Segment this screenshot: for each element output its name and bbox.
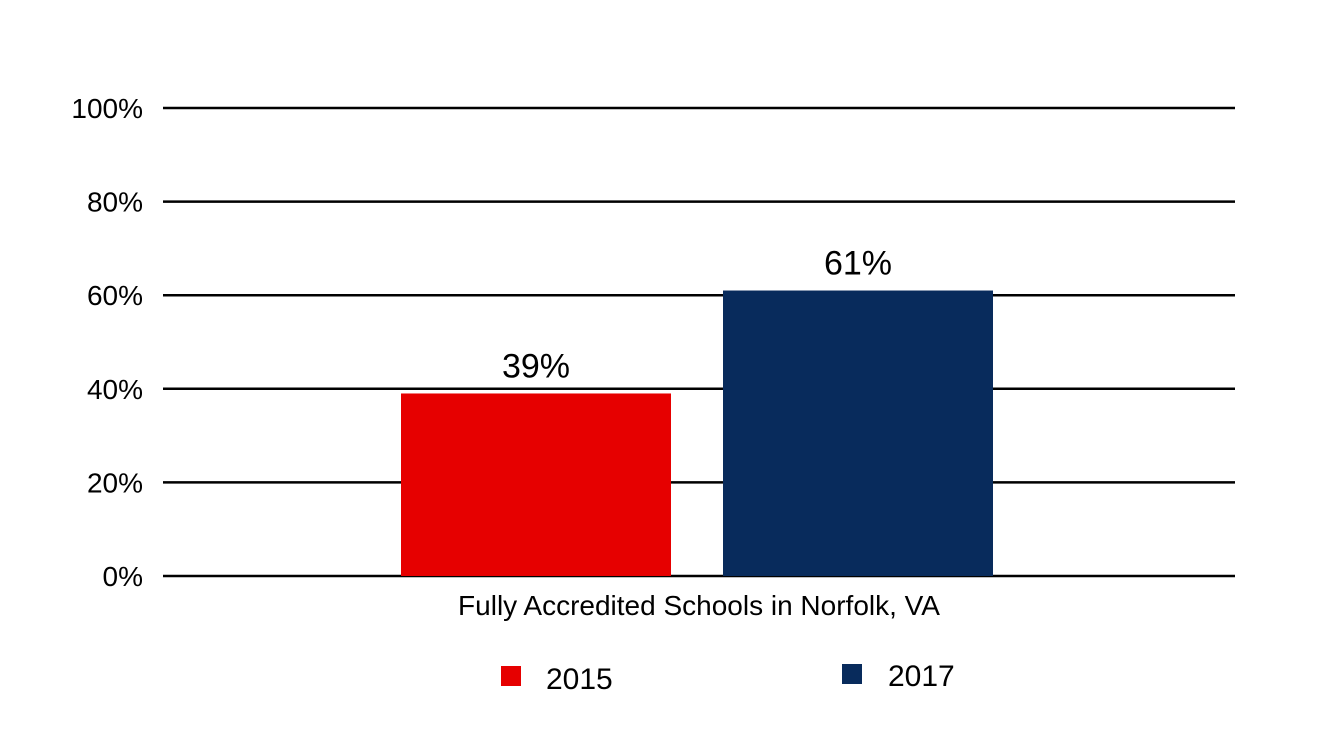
legend-swatch-2017 xyxy=(842,664,862,684)
y-tick-label: 60% xyxy=(87,280,143,311)
legend-label-2015: 2015 xyxy=(546,663,613,696)
legend-swatch-2015 xyxy=(501,666,521,686)
bar-2015 xyxy=(401,393,671,576)
x-axis-category-label: Fully Accredited Schools in Norfolk, VA xyxy=(458,590,940,621)
bar-2017 xyxy=(723,290,993,576)
legend: 2015 2017 xyxy=(501,660,955,696)
y-axis-tick-labels: 0% 20% 40% 60% 80% 100% xyxy=(71,93,143,592)
y-tick-label: 0% xyxy=(103,561,143,592)
y-tick-label: 100% xyxy=(71,93,143,124)
y-tick-label: 80% xyxy=(87,187,143,218)
y-tick-label: 40% xyxy=(87,374,143,405)
gridlines xyxy=(163,106,1235,578)
bars xyxy=(401,290,993,576)
data-label-2017: 61% xyxy=(824,245,892,283)
data-label-2015: 39% xyxy=(502,347,570,385)
legend-label-2017: 2017 xyxy=(888,660,955,693)
data-labels: 39% 61% xyxy=(502,245,892,386)
y-tick-label: 20% xyxy=(87,467,143,498)
